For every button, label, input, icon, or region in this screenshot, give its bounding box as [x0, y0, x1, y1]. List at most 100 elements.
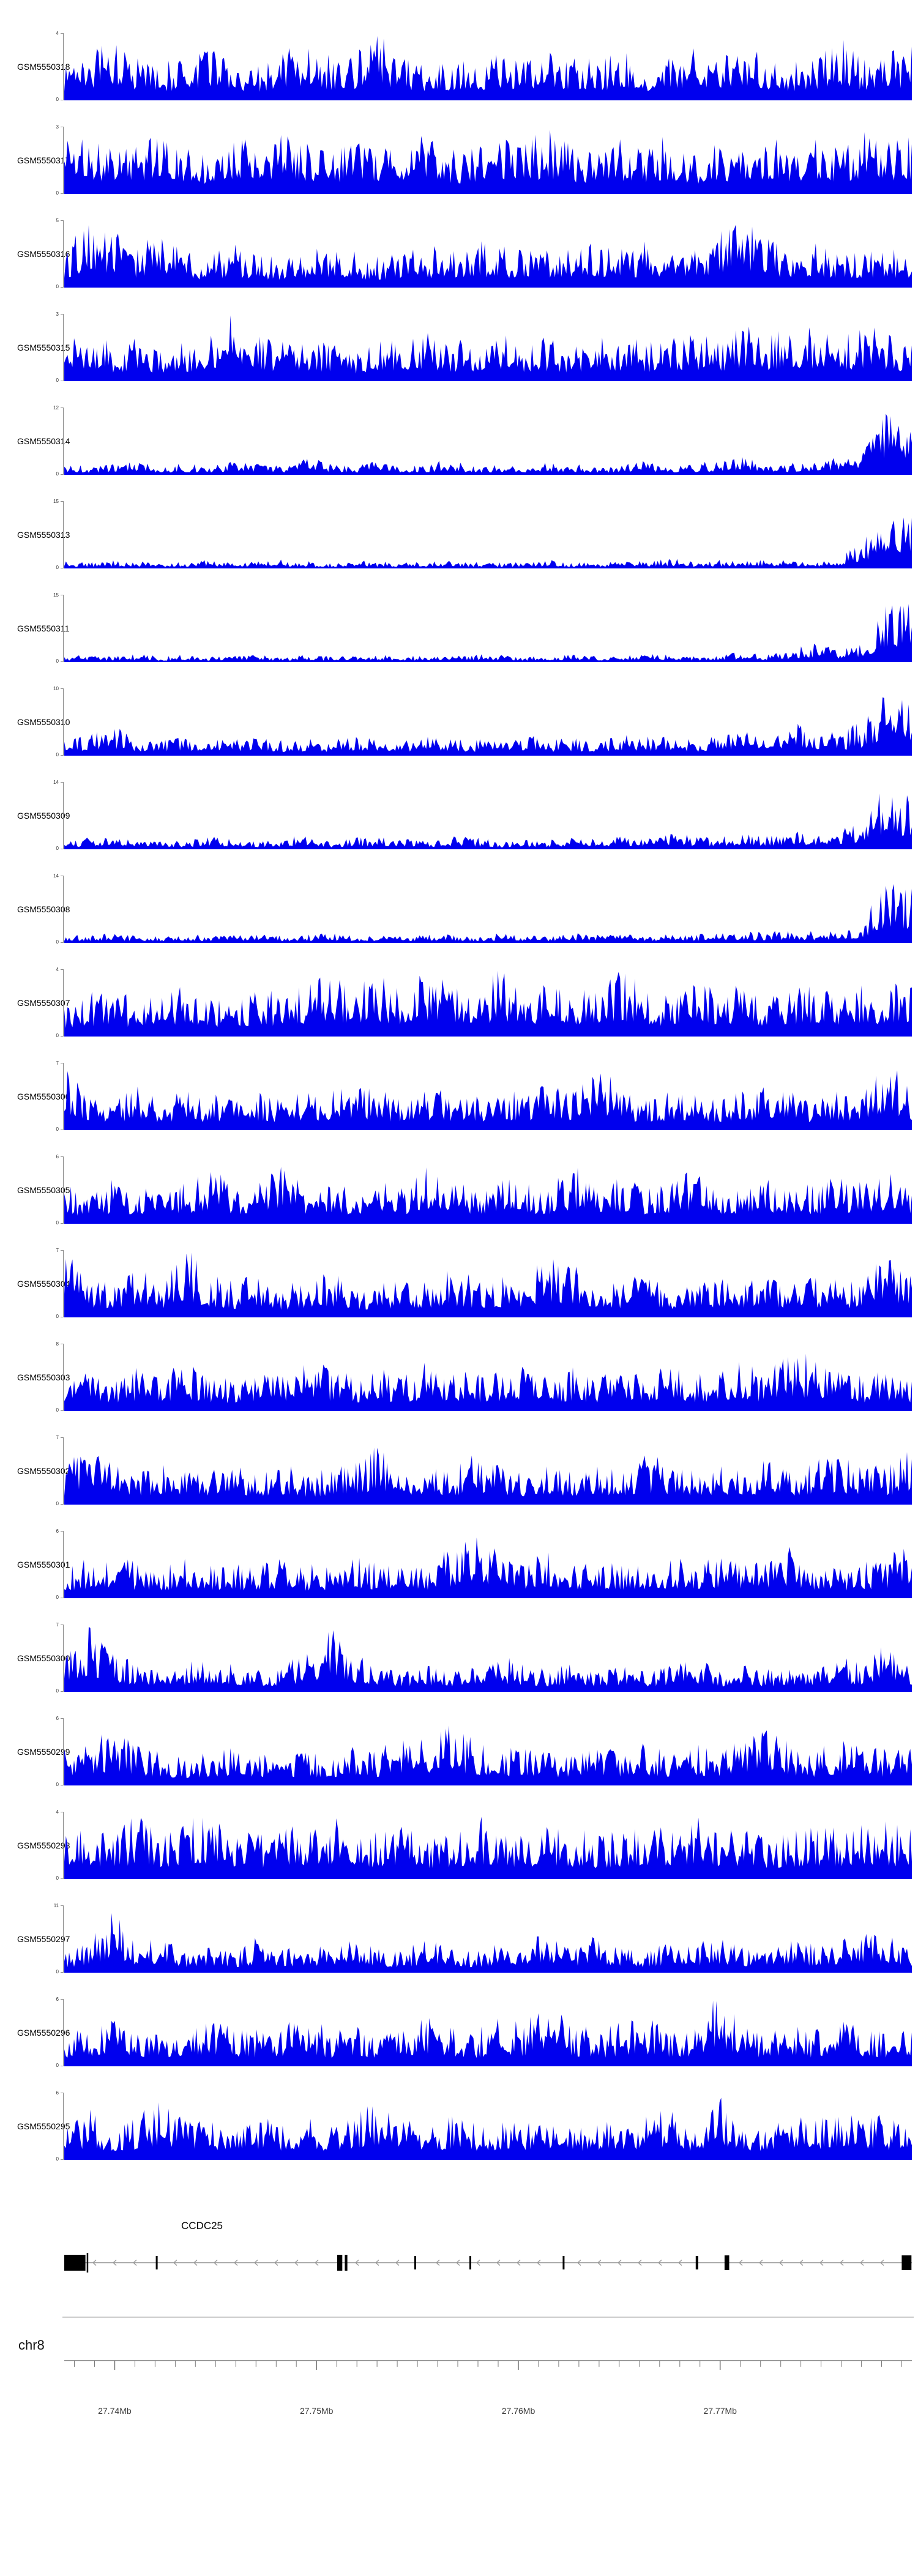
coverage-track-row: GSM5550303 8 0 — [0, 1329, 918, 1423]
yaxis-min-label: 0 — [56, 378, 59, 383]
yaxis-max-label: 8 — [56, 1341, 59, 1347]
strand-arrow-left-icon — [132, 2259, 137, 2266]
yaxis-line — [63, 782, 64, 849]
coverage-plot — [64, 35, 912, 100]
yaxis-min-label: 0 — [56, 1126, 59, 1132]
yaxis-tick — [61, 193, 63, 194]
yaxis-min-label: 0 — [56, 1688, 59, 1694]
coverage-area-path — [64, 315, 912, 381]
strand-arrow-left-icon — [799, 2259, 804, 2266]
exon-rect — [414, 2256, 416, 2269]
coverage-area-path — [64, 225, 912, 288]
track-sample-label: GSM5550296 — [17, 2028, 70, 2038]
yaxis-min-label: 0 — [56, 471, 59, 477]
coverage-track-row: GSM5550297 11 0 — [0, 1891, 918, 1984]
yaxis-line — [63, 1531, 64, 1598]
strand-arrow-left-icon — [819, 2259, 824, 2266]
coverage-plot — [64, 1070, 912, 1130]
yaxis-tick — [61, 782, 63, 783]
yaxis-max-label: 7 — [56, 1435, 59, 1440]
yaxis-tick — [61, 942, 63, 943]
strand-arrow-left-icon — [294, 2259, 299, 2266]
yaxis-tick — [61, 501, 63, 502]
yaxis-max-label: 15 — [53, 499, 59, 504]
yaxis-tick — [61, 1691, 63, 1692]
exon-rect — [155, 2256, 158, 2269]
axis-tick-label: 27.74Mb — [98, 2406, 132, 2416]
yaxis-min-label: 0 — [56, 1314, 59, 1319]
yaxis-tick — [61, 33, 63, 34]
coverage-track-row: GSM5550306 7 0 — [0, 1048, 918, 1142]
yaxis-tick — [61, 1878, 63, 1879]
coverage-area-path — [64, 604, 912, 662]
yaxis-line — [63, 1812, 64, 1879]
yaxis-min-label: 0 — [56, 1875, 59, 1881]
yaxis-line — [63, 1905, 64, 1973]
yaxis-max-label: 4 — [56, 31, 59, 36]
strand-arrow-left-icon — [455, 2259, 460, 2266]
strand-arrow-left-icon — [657, 2259, 662, 2266]
coverage-area-path — [64, 1725, 912, 1785]
track-sample-label: GSM5550298 — [17, 1841, 70, 1850]
coverage-plot — [64, 1725, 912, 1785]
coverage-track-row: GSM5550313 15 0 — [0, 486, 918, 580]
yaxis-max-label: 7 — [56, 1060, 59, 1066]
coverage-area-path — [64, 1070, 912, 1130]
coverage-plot — [64, 414, 912, 475]
coverage-track-row: GSM5550314 12 0 — [0, 393, 918, 486]
coverage-area-path — [64, 2000, 912, 2066]
axis-tick-label: 27.75Mb — [300, 2406, 334, 2416]
yaxis-line — [63, 408, 64, 475]
strand-arrow-left-icon — [839, 2259, 844, 2266]
strand-arrow-left-icon — [597, 2259, 602, 2266]
coverage-area-path — [64, 130, 912, 194]
yaxis-min-label: 0 — [56, 846, 59, 851]
exon-rect — [724, 2255, 730, 2270]
strand-arrow-left-icon — [112, 2259, 117, 2266]
yaxis-line — [63, 1344, 64, 1411]
coverage-track-row: GSM5550311 15 0 — [0, 580, 918, 674]
yaxis-max-label: 6 — [56, 1154, 59, 1160]
yaxis-tick — [61, 314, 63, 315]
exon-rect — [695, 2256, 698, 2269]
yaxis-tick — [61, 1156, 63, 1157]
track-sample-label: GSM5550309 — [17, 811, 70, 821]
coverage-track-row: GSM5550296 6 0 — [0, 1984, 918, 2078]
coverage-plot — [64, 697, 912, 756]
track-sample-label: GSM5550316 — [17, 249, 70, 259]
yaxis-line — [63, 220, 64, 288]
coverage-track-row: GSM5550299 6 0 — [0, 1703, 918, 1797]
yaxis-line — [63, 501, 64, 568]
coverage-area-path — [64, 1167, 912, 1224]
yaxis-min-label: 0 — [56, 1501, 59, 1506]
strand-arrow-left-icon — [375, 2259, 379, 2266]
axis-tick-label: 27.76Mb — [502, 2406, 536, 2416]
yaxis-min-label: 0 — [56, 1782, 59, 1787]
gene-name-label: CCDC25 — [181, 2220, 223, 2232]
track-sample-label: GSM5550315 — [17, 343, 70, 352]
strand-arrow-left-icon — [879, 2259, 884, 2266]
yaxis-line — [63, 1063, 64, 1130]
yaxis-tick — [61, 2159, 63, 2160]
coverage-track-row: GSM5550295 6 0 — [0, 2078, 918, 2172]
yaxis-tick — [61, 474, 63, 475]
coverage-area-path — [64, 1913, 912, 1973]
strand-arrow-left-icon — [354, 2259, 359, 2266]
yaxis-min-label: 0 — [56, 190, 59, 196]
coverage-track-row: GSM5550300 7 0 — [0, 1610, 918, 1703]
coverage-plot — [64, 2098, 912, 2160]
yaxis-tick — [61, 1531, 63, 1532]
track-sample-label: GSM5550318 — [17, 62, 70, 72]
coverage-track-row: GSM5550317 3 0 — [0, 112, 918, 206]
yaxis-max-label: 4 — [56, 1809, 59, 1815]
coverage-track-row: GSM5550318 4 0 — [0, 18, 918, 112]
strand-arrow-left-icon — [677, 2259, 682, 2266]
strand-arrow-left-icon — [233, 2259, 238, 2266]
yaxis-tick — [61, 1972, 63, 1973]
yaxis-max-label: 6 — [56, 2090, 59, 2096]
coverage-area-path — [64, 697, 912, 756]
yaxis-line — [63, 314, 64, 381]
coverage-track-row: GSM5550316 5 0 — [0, 206, 918, 299]
exon-rect — [64, 2255, 86, 2271]
